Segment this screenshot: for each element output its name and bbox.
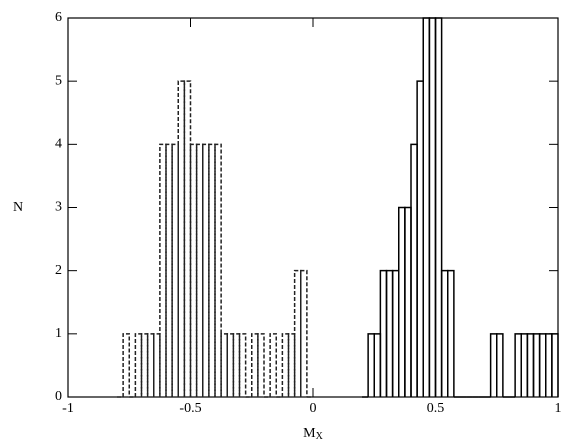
histogram-bar bbox=[232, 333, 241, 397]
histogram-bar bbox=[202, 143, 210, 397]
histogram-bar bbox=[183, 80, 192, 397]
histogram-bar bbox=[177, 80, 186, 397]
histogram-bar bbox=[416, 80, 424, 397]
x-axis-label: MX bbox=[303, 426, 323, 442]
histogram-bar bbox=[398, 206, 406, 397]
histogram-bar bbox=[165, 143, 173, 397]
histogram-bar bbox=[520, 333, 529, 397]
histogram-bar bbox=[532, 333, 541, 397]
histogram-bar bbox=[367, 333, 375, 397]
y-tick-label: 3 bbox=[55, 200, 62, 215]
y-tick-label: 2 bbox=[55, 263, 62, 278]
histogram-bar bbox=[257, 333, 265, 397]
y-tick-label: 1 bbox=[55, 326, 62, 341]
histogram-bar bbox=[226, 333, 235, 397]
histogram-bar bbox=[220, 333, 228, 397]
histogram-bar bbox=[551, 333, 559, 397]
x-tick-label: 1 bbox=[555, 401, 562, 416]
histogram-bar bbox=[496, 333, 504, 397]
histogram-bar bbox=[428, 17, 437, 397]
histogram-bar bbox=[208, 143, 216, 397]
y-tick-label: 5 bbox=[55, 73, 62, 88]
histogram-bar bbox=[134, 333, 143, 397]
x-axis-label-main: M bbox=[303, 426, 316, 441]
histogram-bar bbox=[404, 206, 412, 397]
histogram-bar bbox=[300, 269, 308, 397]
histogram-bar bbox=[434, 17, 443, 397]
histogram-bar bbox=[373, 333, 382, 397]
x-tick-label: 0.5 bbox=[427, 401, 445, 416]
histogram-bar bbox=[379, 269, 388, 397]
histogram-bar bbox=[122, 333, 130, 397]
histogram-bar bbox=[526, 333, 535, 397]
histogram-bar bbox=[514, 333, 522, 397]
histogram-bar bbox=[447, 269, 455, 397]
histogram-bar bbox=[140, 333, 149, 397]
histogram-bar bbox=[287, 333, 296, 397]
histogram-bar bbox=[146, 333, 155, 397]
histogram-bar bbox=[159, 143, 167, 397]
histogram-bar bbox=[385, 269, 394, 397]
histogram-bar bbox=[538, 333, 547, 397]
histogram-bar bbox=[545, 333, 553, 397]
y-tick-label: 6 bbox=[55, 10, 62, 25]
histogram-bar bbox=[269, 333, 277, 397]
histogram-bar bbox=[391, 269, 400, 397]
y-tick-label: 0 bbox=[55, 389, 62, 404]
histogram-bar bbox=[238, 333, 247, 397]
y-axis-label: N bbox=[13, 200, 23, 215]
histogram-bar bbox=[293, 269, 302, 397]
histogram-bar bbox=[153, 333, 161, 397]
y-tick-label: 4 bbox=[55, 137, 62, 152]
histogram-bar bbox=[214, 143, 222, 397]
histogram-bar bbox=[281, 333, 290, 397]
x-axis-label-subscript: X bbox=[316, 431, 324, 442]
histogram-bar bbox=[171, 143, 179, 397]
x-tick-label: 0 bbox=[310, 401, 317, 416]
histogram-bar bbox=[440, 269, 449, 397]
x-tick-label: -0.5 bbox=[179, 401, 201, 416]
histogram-bar bbox=[489, 333, 498, 397]
histogram-bar bbox=[195, 143, 204, 397]
histogram-bar bbox=[422, 17, 431, 397]
x-tick-label: -1 bbox=[62, 401, 74, 416]
histogram-bar bbox=[410, 143, 418, 397]
histogram-bar bbox=[189, 143, 198, 397]
histogram-bar bbox=[251, 333, 259, 397]
